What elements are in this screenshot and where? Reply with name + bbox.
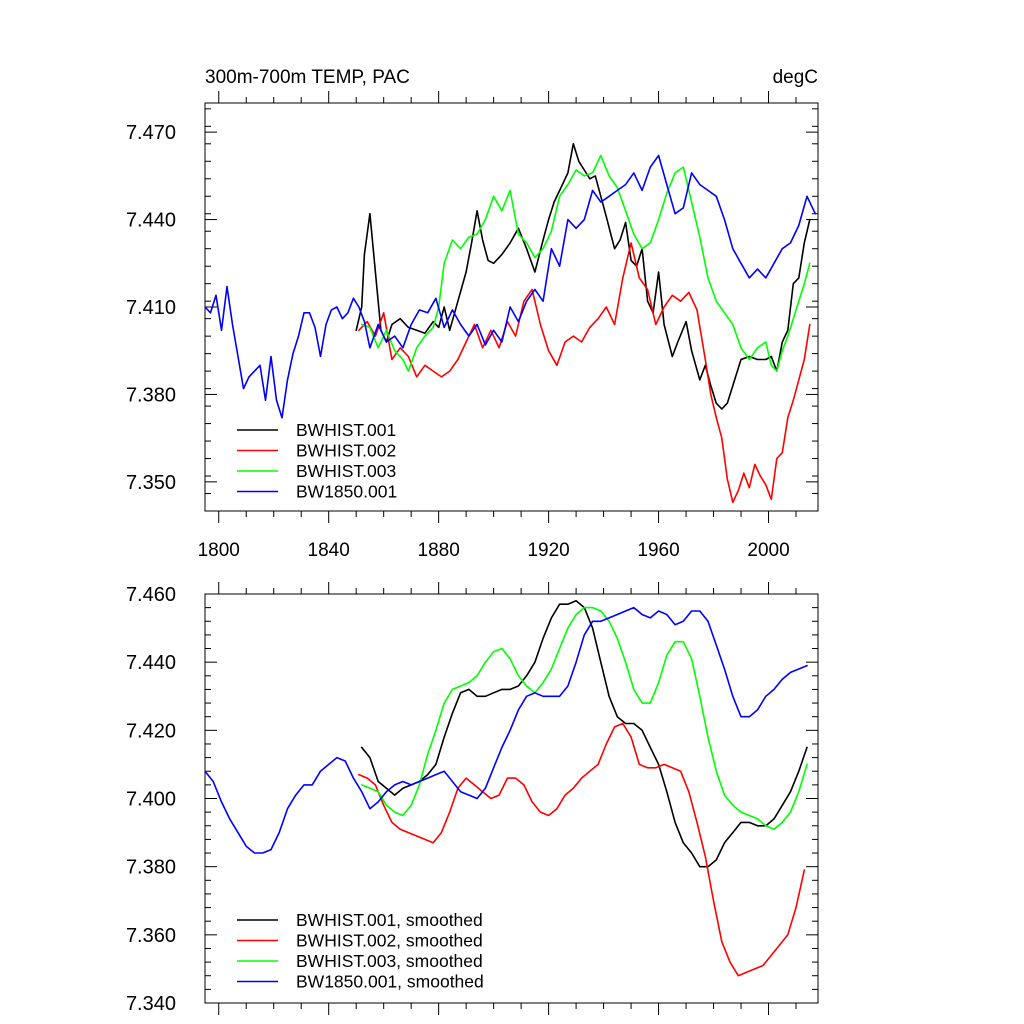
legend-label: BWHIST.002 <box>296 441 396 461</box>
x-tick-label: 1920 <box>527 540 569 561</box>
legend-label: BWHIST.001, smoothed <box>296 910 483 930</box>
y-tick-label: 7.360 <box>126 925 176 947</box>
x-tick-label: 1880 <box>418 540 460 561</box>
x-tick-label: 2000 <box>747 540 789 561</box>
legend-label: BW1850.001, smoothed <box>296 972 484 992</box>
x-tick-label: 1960 <box>637 540 679 561</box>
y-tick-label: 7.410 <box>126 297 176 319</box>
y-tick-label: 7.440 <box>126 210 176 232</box>
y-tick-label: 7.400 <box>126 789 176 811</box>
legend-label: BWHIST.001 <box>296 420 396 440</box>
series-line-bwhist-003-smoothed <box>360 606 808 831</box>
series-line-bw1850-001 <box>205 154 817 419</box>
series-group <box>205 599 808 977</box>
legend-label: BW1850.001 <box>296 482 397 502</box>
series-line-bwhist-002 <box>358 242 811 504</box>
y-tick-label: 7.380 <box>126 857 176 879</box>
units-label: degC <box>773 67 818 88</box>
series-line-bwhist-003 <box>360 154 811 372</box>
legend-label: BWHIST.003, smoothed <box>296 951 483 971</box>
y-tick-label: 7.470 <box>126 122 176 144</box>
y-tick-label: 7.440 <box>126 652 176 674</box>
series-line-bwhist-002-smoothed <box>358 722 806 977</box>
y-tick-label: 7.460 <box>126 584 176 606</box>
chart-title: 300m-700m TEMP, PAC <box>205 67 410 88</box>
y-tick-label: 7.380 <box>126 384 176 406</box>
series-line-bwhist-001 <box>355 143 811 410</box>
series-group <box>205 143 817 504</box>
legend-label: BWHIST.003 <box>296 461 396 481</box>
y-tick-label: 7.420 <box>126 720 176 742</box>
legend-label: BWHIST.002, smoothed <box>296 931 483 951</box>
y-tick-label: 7.350 <box>126 472 176 494</box>
y-tick-label: 7.340 <box>126 993 176 1015</box>
series-line-bw1850-001-smoothed <box>205 606 808 854</box>
bottom-chart-smoothed-temperature: 7.340 7.360 7.380 7.400 7.420 7.440 7.460 BWHIS… <box>126 582 819 1015</box>
x-tick-label: 1840 <box>308 540 350 561</box>
top-chart-raw-temperature: 1800 1840 1880 1920 1960 2000 7.350 7.380 7.410 7… <box>126 67 819 561</box>
x-tick-label: 1800 <box>198 540 240 561</box>
